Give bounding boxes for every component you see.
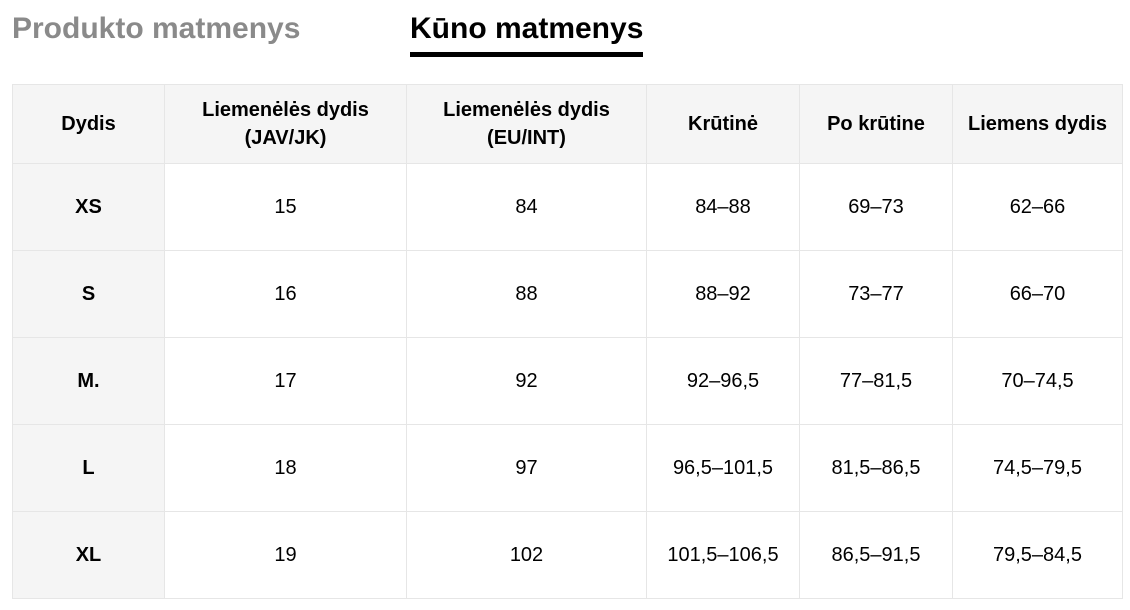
size-label: XS: [12, 163, 165, 251]
waist-value: 70–74,5: [952, 337, 1123, 425]
bra-size-us-uk-value: 18: [164, 424, 407, 512]
bra-size-eu-int-value: 84: [406, 163, 647, 251]
bra-size-us-uk-value: 16: [164, 250, 407, 338]
size-chart-table: Dydis Liemenėlės dydis (JAV/JK) Liemenėl…: [12, 84, 1123, 599]
tab-body-measurements[interactable]: Kūno matmenys: [410, 10, 644, 57]
header-size: Dydis: [12, 84, 165, 164]
bust-value: 92–96,5: [646, 337, 800, 425]
waist-value: 62–66: [952, 163, 1123, 251]
bust-value: 96,5–101,5: [646, 424, 800, 512]
header-bust: Krūtinė: [646, 84, 800, 164]
size-label: M.: [12, 337, 165, 425]
header-bra-size-eu-int: Liemenėlės dydis (EU/INT): [406, 84, 647, 164]
bra-size-eu-int-value: 97: [406, 424, 647, 512]
size-label: S: [12, 250, 165, 338]
header-underbust: Po krūtine: [799, 84, 953, 164]
size-label: L: [12, 424, 165, 512]
table-row: XS 15 84 84–88 69–73 62–66: [12, 163, 1123, 251]
header-bra-size-us-uk: Liemenėlės dydis (JAV/JK): [164, 84, 407, 164]
waist-value: 79,5–84,5: [952, 511, 1123, 599]
table-row: M. 17 92 92–96,5 77–81,5 70–74,5: [12, 337, 1123, 425]
underbust-value: 77–81,5: [799, 337, 953, 425]
table-row: S 16 88 88–92 73–77 66–70: [12, 250, 1123, 338]
underbust-value: 81,5–86,5: [799, 424, 953, 512]
bra-size-us-uk-value: 17: [164, 337, 407, 425]
header-waist-size: Liemens dydis: [952, 84, 1123, 164]
underbust-value: 69–73: [799, 163, 953, 251]
bust-value: 84–88: [646, 163, 800, 251]
underbust-value: 86,5–91,5: [799, 511, 953, 599]
table-header-row: Dydis Liemenėlės dydis (JAV/JK) Liemenėl…: [12, 84, 1123, 164]
table-row: XL 19 102 101,5–106,5 86,5–91,5 79,5–84,…: [12, 511, 1123, 599]
measurement-tabs: Produkto matmenys Kūno matmenys: [12, 0, 1122, 70]
waist-value: 66–70: [952, 250, 1123, 338]
table-row: L 18 97 96,5–101,5 81,5–86,5 74,5–79,5: [12, 424, 1123, 512]
bra-size-eu-int-value: 88: [406, 250, 647, 338]
bust-value: 88–92: [646, 250, 800, 338]
bra-size-us-uk-value: 19: [164, 511, 407, 599]
bust-value: 101,5–106,5: [646, 511, 800, 599]
bra-size-us-uk-value: 15: [164, 163, 407, 251]
waist-value: 74,5–79,5: [952, 424, 1123, 512]
bra-size-eu-int-value: 102: [406, 511, 647, 599]
size-label: XL: [12, 511, 165, 599]
bra-size-eu-int-value: 92: [406, 337, 647, 425]
underbust-value: 73–77: [799, 250, 953, 338]
tab-product-measurements[interactable]: Produkto matmenys: [12, 12, 301, 45]
